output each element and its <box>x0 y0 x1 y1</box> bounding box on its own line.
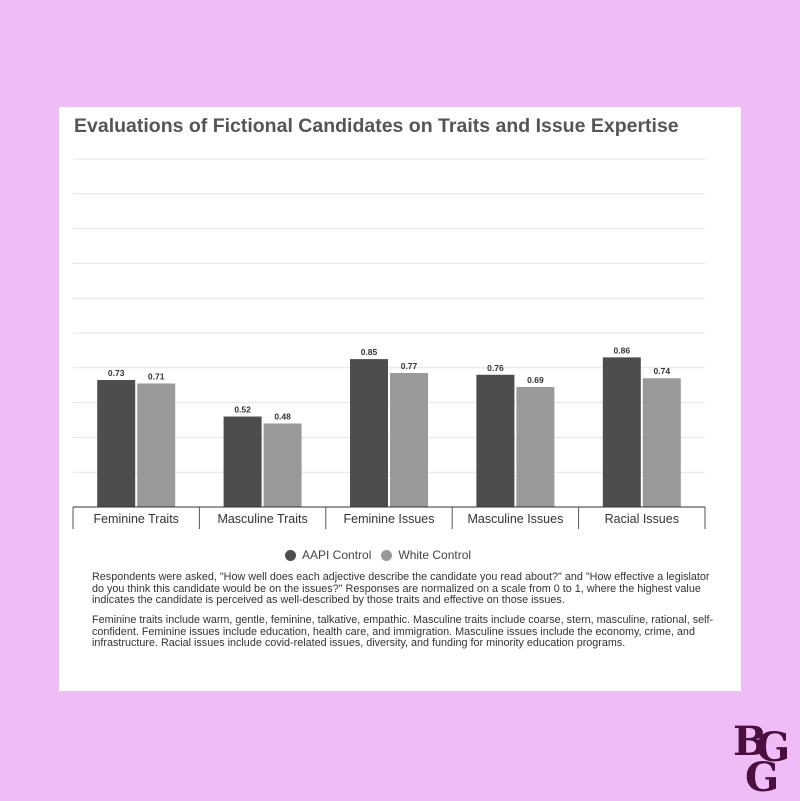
legend-swatch-aapi-control <box>285 549 296 561</box>
data-label: 0.73 <box>108 368 125 378</box>
legend-label-white-control: White Control <box>398 548 472 562</box>
x-tick-label: Racial Issues <box>605 512 679 526</box>
legend-swatch-white-control <box>381 549 393 561</box>
data-label: 0.48 <box>274 411 291 421</box>
bar-white-4 <box>516 386 555 507</box>
bar-white-5 <box>642 378 681 507</box>
x-tick-label: Masculine Traits <box>217 512 307 526</box>
chart-legend: AAPI Control White Control <box>285 545 481 565</box>
data-label: 0.69 <box>527 375 544 385</box>
bar-aapi-3 <box>350 359 388 507</box>
bar-white-1 <box>137 383 176 507</box>
bar-aapi-5 <box>602 357 641 507</box>
data-label: 0.52 <box>234 405 251 415</box>
x-tick-label: Masculine Issues <box>467 512 563 526</box>
bar-aapi-1 <box>97 379 136 507</box>
bar-aapi-4 <box>476 374 515 507</box>
chart-note-methodology: Respondents were asked, "How well does e… <box>92 571 710 606</box>
data-label: 0.76 <box>487 363 504 373</box>
legend-label-aapi-control: AAPI Control <box>302 548 372 562</box>
chart-card: Evaluations of Fictional Candidates on T… <box>59 107 741 691</box>
data-label: 0.86 <box>614 345 631 355</box>
data-label: 0.85 <box>361 347 378 357</box>
x-tick-label: Feminine Traits <box>93 512 178 526</box>
data-label: 0.71 <box>148 371 165 381</box>
legend-item-aapi-control: AAPI Control <box>285 548 371 562</box>
chart-title: Evaluations of Fictional Candidates on T… <box>74 115 679 137</box>
data-label: 0.74 <box>654 366 671 376</box>
chart-note-definitions: Feminine traits include warm, gentle, fe… <box>92 614 714 649</box>
bar-white-2 <box>263 423 302 507</box>
bar-aapi-2 <box>223 416 262 507</box>
bar-chart: 0.73 0.71 Feminine Traits 0.52 0.48 Masculine… <box>72 158 706 529</box>
bar-white-3 <box>390 373 428 507</box>
data-label: 0.77 <box>401 361 418 371</box>
x-tick-label: Feminine Issues <box>343 512 434 526</box>
legend-item-white-control: White Control <box>381 548 471 562</box>
